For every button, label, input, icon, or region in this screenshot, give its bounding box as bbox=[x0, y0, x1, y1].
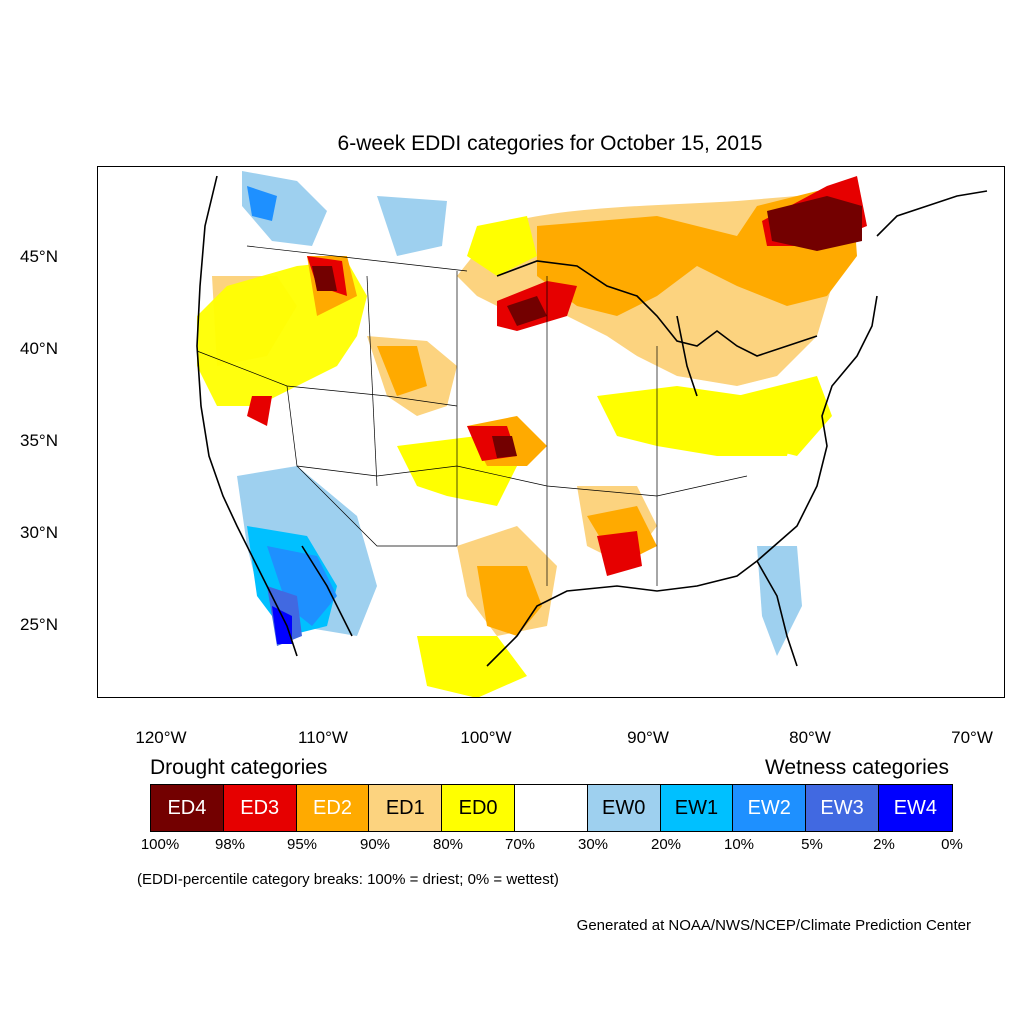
lat-label-35: 35°N bbox=[20, 431, 58, 450]
lat-label-40: 40°N bbox=[20, 339, 58, 358]
legend-cell-neutral bbox=[514, 785, 588, 831]
legend-cell-ed1: ED1 bbox=[369, 785, 443, 831]
legend-break: 0% bbox=[941, 836, 963, 853]
state-borders bbox=[196, 245, 748, 586]
legend-break: 5% bbox=[801, 836, 823, 853]
legend-break: 10% bbox=[723, 836, 755, 853]
legend-break: 2% bbox=[873, 836, 895, 853]
credit-text: Generated at NOAA/NWS/NCEP/Climate Predi… bbox=[576, 917, 971, 934]
lat-label-25: 25°N bbox=[20, 615, 58, 634]
legend-cell-ed3: ED3 bbox=[223, 785, 297, 831]
lat-label-45: 45°N bbox=[20, 247, 58, 266]
drought-legend-title: Drought categories bbox=[150, 756, 328, 779]
legend-break: 90% bbox=[359, 836, 391, 853]
legend-break: 20% bbox=[650, 836, 682, 853]
ed4-regions bbox=[312, 196, 862, 458]
ew-regions bbox=[237, 171, 802, 656]
legend-cell-ew3: EW3 bbox=[806, 785, 879, 831]
legend-cell-ed4: ED4 bbox=[151, 785, 224, 831]
legend-cell-ew1: EW1 bbox=[660, 785, 734, 831]
legend-colorbar: ED4 ED3 ED2 ED1 ED0 EW0 EW1 EW2 EW3 EW4 bbox=[150, 784, 953, 832]
lon-label-90: 90°W bbox=[627, 728, 669, 747]
lon-label-70: 70°W bbox=[951, 728, 993, 747]
legend-break: 70% bbox=[504, 836, 536, 853]
wetness-legend-title: Wetness categories bbox=[764, 756, 949, 779]
lat-label-30: 30°N bbox=[20, 523, 58, 542]
map-title: 6-week EDDI categories for October 15, 2… bbox=[337, 132, 763, 155]
legend-cell-ed2: ED2 bbox=[296, 785, 370, 831]
coastlines bbox=[196, 175, 988, 667]
legend-break: 95% bbox=[286, 836, 318, 853]
category-note: (EDDI-percentile category breaks: 100% =… bbox=[137, 871, 559, 888]
lon-label-120: 120°W bbox=[135, 728, 187, 747]
lon-label-100: 100°W bbox=[460, 728, 512, 747]
legend-cell-ed0: ED0 bbox=[442, 785, 515, 831]
lon-label-80: 80°W bbox=[789, 728, 831, 747]
legend-break: 30% bbox=[577, 836, 609, 853]
lon-label-110: 110°W bbox=[298, 728, 348, 747]
legend-cell-ew0: EW0 bbox=[587, 785, 661, 831]
map-frame bbox=[97, 166, 1005, 698]
eddi-map bbox=[97, 166, 1005, 698]
legend-cell-ew4: EW4 bbox=[878, 785, 952, 831]
legend-break: 100% bbox=[140, 836, 180, 853]
legend-break: 98% bbox=[214, 836, 246, 853]
legend-cell-ew2: EW2 bbox=[733, 785, 807, 831]
legend-break: 80% bbox=[432, 836, 464, 853]
